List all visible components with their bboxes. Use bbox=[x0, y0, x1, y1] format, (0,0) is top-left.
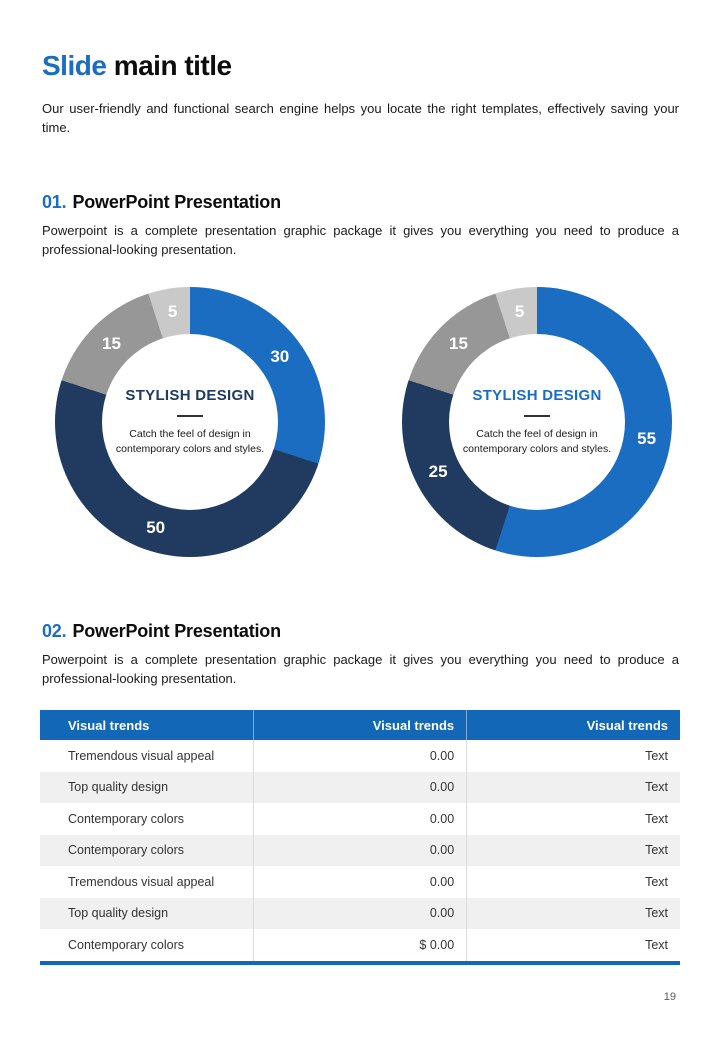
intro-paragraph: Our user-friendly and functional search … bbox=[42, 101, 679, 135]
table-header-cell: Visual trends bbox=[40, 710, 254, 740]
table-cell: Text bbox=[466, 834, 680, 866]
segment-value-label: 15 bbox=[102, 333, 121, 353]
segment-value-label: 30 bbox=[270, 346, 290, 366]
table-row: Top quality design 0.00 Text bbox=[40, 771, 680, 803]
table-cell: $ 0.00 bbox=[252, 929, 467, 961]
table-row: Contemporary colors 0.00 Text bbox=[40, 834, 680, 866]
table-bottom-accent-line bbox=[40, 961, 680, 965]
segment-value-label: 15 bbox=[449, 333, 468, 353]
table-cell: 0.00 bbox=[252, 834, 467, 866]
donut-center-title: STYLISH DESIGN bbox=[472, 387, 602, 404]
donut-center-description: Catch the feel of design in contemporary… bbox=[115, 428, 265, 455]
page-number: 19 bbox=[663, 991, 676, 1003]
page-title-rest: main title bbox=[106, 50, 232, 81]
table-row: Contemporary colors $ 0.00 Text bbox=[40, 929, 680, 961]
section-1-body: Powerpoint is a complete presentation gr… bbox=[42, 223, 679, 257]
table-cell: Text bbox=[466, 803, 680, 835]
table-cell: Top quality design bbox=[40, 771, 254, 803]
table-row: Top quality design 0.00 Text bbox=[40, 897, 680, 929]
page-title: Slide main title bbox=[42, 50, 232, 82]
table-cell: Tremendous visual appeal bbox=[68, 748, 215, 763]
table-row: Tremendous visual appeal 0.00 Text bbox=[40, 740, 680, 772]
table-cell: Contemporary colors bbox=[68, 937, 185, 952]
table-cell: 0.00 bbox=[252, 897, 467, 929]
table-header-cell: Visual trends bbox=[466, 710, 680, 740]
table-body: Tremendous visual appeal 0.00 Text Top qual… bbox=[40, 740, 680, 961]
table-cell: 0.00 bbox=[252, 866, 467, 898]
section-2-heading: 02. PowerPoint Presentation bbox=[42, 621, 281, 642]
section-2-number: 02. bbox=[42, 621, 67, 641]
segment-value-label: 55 bbox=[637, 429, 657, 449]
donut-center-divider bbox=[177, 415, 203, 417]
table-header-cell: Visual trends bbox=[252, 710, 467, 740]
section-2-body: Powerpoint is a complete presentation gr… bbox=[42, 652, 679, 686]
table-cell: Contemporary colors bbox=[40, 834, 254, 866]
table-cell: Text bbox=[466, 740, 680, 772]
table-row: Tremendous visual appeal 0.00 Text bbox=[40, 866, 680, 898]
table-row: Contemporary colors 0.00 Text bbox=[40, 803, 680, 835]
donut-chart-2: STYLISH DESIGN Catch the feel of design … bbox=[402, 287, 672, 557]
donut-chart-1-center: STYLISH DESIGN Catch the feel of design … bbox=[102, 334, 278, 510]
segment-value-label: 5 bbox=[167, 302, 178, 322]
donut-center-description: Catch the feel of design in contemporary… bbox=[462, 428, 612, 455]
table-header: Visual trends Visual trends Visual trends bbox=[40, 710, 680, 740]
table-cell: Contemporary colors bbox=[68, 811, 185, 826]
table-cell: 0.00 bbox=[252, 771, 467, 803]
section-1-title: PowerPoint Presentation bbox=[72, 192, 281, 212]
table-cell: 0.00 bbox=[252, 740, 467, 772]
segment-value-label: 25 bbox=[428, 462, 448, 482]
donut-center-title: STYLISH DESIGN bbox=[125, 387, 255, 404]
section-1-number: 01. bbox=[42, 192, 67, 212]
section-1-heading: 01. PowerPoint Presentation bbox=[42, 192, 281, 213]
page-title-accent: Slide bbox=[42, 50, 107, 81]
table-header-row: Visual trends Visual trends Visual trends bbox=[40, 710, 680, 740]
table-cell: Tremendous visual appeal bbox=[68, 874, 215, 889]
visual-trends-table: Visual trends Visual trends Visual trends … bbox=[40, 710, 680, 961]
table-cell: Text bbox=[466, 866, 680, 898]
table-cell: Text bbox=[466, 897, 680, 929]
donut-chart-2-center: STYLISH DESIGN Catch the feel of design … bbox=[449, 334, 625, 510]
donut-chart-1: STYLISH DESIGN Catch the feel of design … bbox=[55, 287, 325, 557]
table-cell: Text bbox=[466, 771, 680, 803]
table-cell: Text bbox=[466, 929, 680, 961]
segment-value-label: 50 bbox=[146, 517, 166, 537]
donut-center-divider bbox=[524, 415, 550, 417]
table-cell: 0.00 bbox=[252, 803, 467, 835]
segment-value-label: 5 bbox=[514, 302, 525, 322]
table-cell: Top quality design bbox=[40, 897, 254, 929]
section-2-title: PowerPoint Presentation bbox=[72, 621, 281, 641]
